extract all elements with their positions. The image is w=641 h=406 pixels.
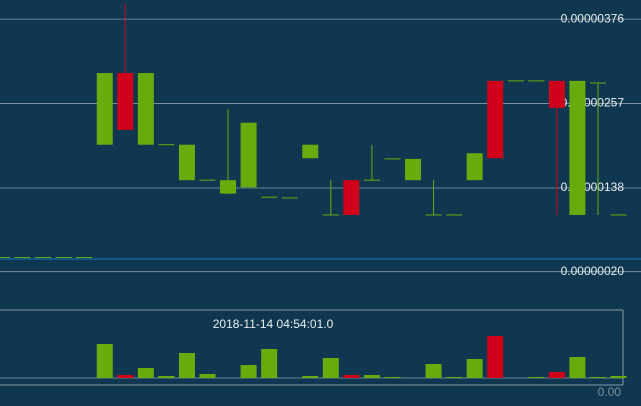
volume-bar bbox=[96, 344, 113, 378]
candle-body bbox=[76, 257, 93, 259]
volume-bar bbox=[302, 376, 319, 378]
candle-body bbox=[322, 214, 339, 216]
y-tick-label: 0.00000376 bbox=[561, 11, 625, 25]
volume-bar bbox=[425, 364, 442, 378]
volume-bar bbox=[343, 375, 360, 378]
candle-body bbox=[302, 144, 319, 159]
time-label: 2018-11-14 04:54:01.0 bbox=[213, 317, 334, 331]
candle-body bbox=[425, 214, 442, 216]
candle-body bbox=[35, 257, 52, 259]
candle-body bbox=[117, 73, 134, 130]
candle-body bbox=[137, 73, 154, 145]
candle-body bbox=[446, 214, 463, 216]
candle-body bbox=[487, 80, 504, 159]
candle-body bbox=[528, 80, 545, 82]
candle-body bbox=[220, 180, 237, 194]
volume-bar bbox=[610, 376, 627, 378]
candle-body bbox=[405, 158, 421, 181]
volume-bar bbox=[446, 377, 463, 378]
candle-body bbox=[384, 158, 401, 160]
candle-body bbox=[199, 179, 216, 181]
candle-body bbox=[281, 197, 298, 199]
volume-bar bbox=[589, 377, 606, 378]
candle-body bbox=[240, 122, 257, 188]
volume-bar bbox=[487, 336, 504, 378]
candle-body bbox=[96, 73, 113, 145]
candle-body bbox=[0, 257, 10, 259]
candle-body bbox=[178, 144, 195, 181]
candle-body bbox=[363, 179, 380, 181]
volume-bar bbox=[466, 359, 483, 378]
volume-bar bbox=[384, 377, 401, 378]
volume-tick-label: 0.00 bbox=[598, 385, 622, 399]
candle-body bbox=[569, 80, 586, 215]
candle-body bbox=[343, 180, 360, 215]
y-tick-label: 0.00000020 bbox=[561, 264, 625, 278]
volume-bar bbox=[548, 372, 565, 378]
candle-body bbox=[548, 80, 565, 108]
candle-body bbox=[14, 257, 31, 259]
candle-body bbox=[158, 144, 175, 146]
volume-bar bbox=[528, 377, 545, 378]
volume-bar bbox=[569, 357, 586, 378]
volume-bar bbox=[322, 358, 339, 378]
candle-body bbox=[466, 153, 483, 181]
candle-body bbox=[261, 196, 278, 198]
volume-bar bbox=[117, 375, 134, 378]
candle-body bbox=[610, 214, 627, 216]
volume-bar bbox=[158, 376, 175, 378]
candle-body bbox=[55, 257, 72, 259]
volume-bar bbox=[240, 365, 257, 378]
volume-bar bbox=[178, 353, 195, 378]
volume-bar bbox=[137, 368, 154, 378]
volume-bar bbox=[199, 374, 216, 378]
volume-bar bbox=[363, 375, 380, 378]
candle-body bbox=[589, 82, 606, 84]
volume-bar bbox=[261, 349, 278, 378]
candle-body bbox=[507, 80, 524, 82]
